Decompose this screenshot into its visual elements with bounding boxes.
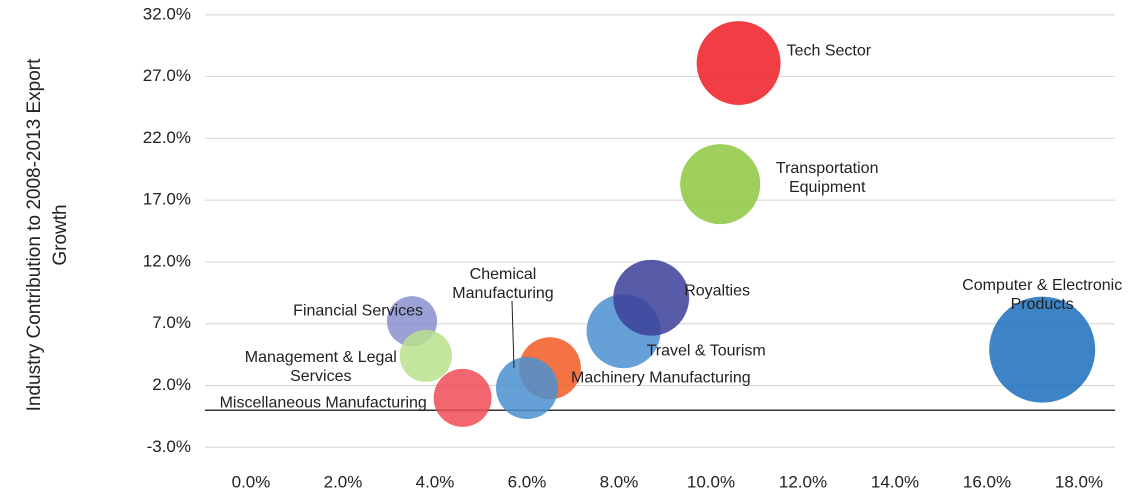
bubble xyxy=(613,259,690,336)
x-tick-label: 10.0% xyxy=(687,472,735,491)
y-tick-label: -3.0% xyxy=(147,437,191,456)
x-tick-label: 4.0% xyxy=(416,472,455,491)
bubble xyxy=(399,329,452,382)
bubble xyxy=(696,21,781,105)
x-tick-label: 0.0% xyxy=(232,472,271,491)
x-tick-label: 6.0% xyxy=(508,472,547,491)
y-tick-label: 22.0% xyxy=(143,128,191,147)
bubble xyxy=(433,368,492,427)
y-tick-label: 32.0% xyxy=(143,4,191,23)
bubble-label: Machinery Manufacturing xyxy=(571,369,751,387)
y-tick-label: 27.0% xyxy=(143,66,191,85)
bubble-label: Travel & Tourism xyxy=(646,342,766,360)
leader-line xyxy=(511,300,515,368)
y-tick-label: 2.0% xyxy=(152,375,191,394)
x-tick-label: 18.0% xyxy=(1055,472,1103,491)
x-tick-label: 8.0% xyxy=(600,472,639,491)
bubble-label: Management & Legal Services xyxy=(244,348,397,385)
y-tick-label: 7.0% xyxy=(152,313,191,332)
bubble xyxy=(680,144,761,225)
bubble xyxy=(989,296,1096,403)
x-tick-label: 14.0% xyxy=(871,472,919,491)
y-tick-label: 17.0% xyxy=(143,190,191,209)
bubble-label: Royalties xyxy=(684,282,750,300)
bubble-label: Financial Services xyxy=(293,302,423,320)
x-tick-label: 12.0% xyxy=(779,472,827,491)
x-tick-label: 2.0% xyxy=(324,472,363,491)
bubble-label: Computer & Electronic Products xyxy=(962,276,1123,313)
bubble-label: Chemical Manufacturing xyxy=(452,265,554,302)
y-axis-title: Industry Contribution to 2008-2013 Expor… xyxy=(24,58,71,412)
bubble-label: Transportation Equipment xyxy=(775,160,879,197)
bubble-label: Miscellaneous Manufacturing xyxy=(219,394,427,412)
bubble-label: Tech Sector xyxy=(786,42,872,60)
x-tick-label: 16.0% xyxy=(963,472,1011,491)
bubble xyxy=(496,356,558,419)
y-tick-label: 12.0% xyxy=(143,251,191,270)
